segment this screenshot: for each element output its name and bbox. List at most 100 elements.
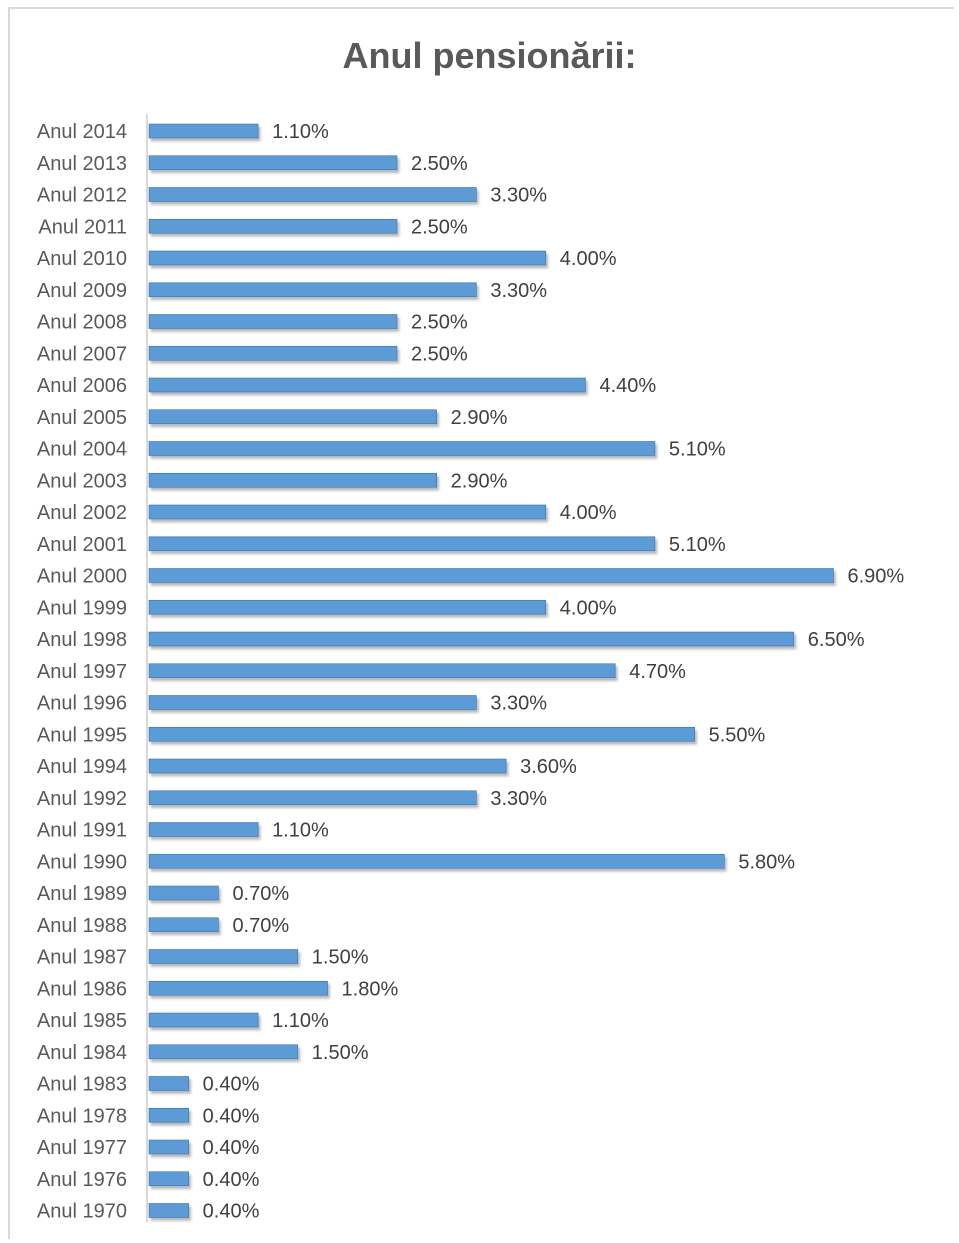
bar-anul-2010 [148, 250, 547, 266]
category-label: Anul 2013 [37, 153, 127, 175]
bar-anul-2007 [148, 345, 398, 361]
bar-anul-1976 [148, 1171, 189, 1187]
category-label: Anul 2000 [37, 566, 127, 588]
category-label: Anul 1985 [37, 1010, 127, 1032]
bar-anul-1996 [148, 695, 477, 710]
data-label: 0.40% [203, 1137, 260, 1159]
category-label: Anul 2002 [37, 502, 127, 524]
category-label: Anul 2005 [37, 407, 127, 429]
data-label: 6.90% [847, 566, 904, 588]
data-label: 2.90% [451, 470, 508, 492]
bar-anul-2011 [148, 218, 398, 234]
data-label: 5.50% [709, 724, 766, 746]
bar-anul-2005 [148, 409, 437, 425]
category-label: Anul 1991 [37, 820, 127, 842]
data-label: 3.30% [490, 280, 547, 302]
category-label: Anul 1977 [37, 1137, 127, 1159]
category-label: Anul 2006 [37, 375, 127, 397]
data-label: 0.40% [203, 1105, 260, 1127]
data-label: 5.80% [738, 851, 795, 873]
bar-anul-2014 [148, 123, 259, 139]
category-label: Anul 1988 [37, 915, 127, 937]
data-label: 1.50% [312, 1042, 369, 1064]
bar-anul-1987 [148, 949, 299, 964]
bar-anul-2008 [148, 314, 398, 329]
bar-anul-1988 [148, 917, 219, 933]
category-label: Anul 1999 [37, 597, 127, 619]
bar-anul-2004 [148, 441, 656, 456]
bar-anul-2001 [148, 536, 656, 552]
category-label: Anul 1997 [37, 661, 127, 683]
data-label: 1.50% [312, 947, 369, 969]
bar-anul-1995 [148, 726, 695, 742]
category-label: Anul 1996 [37, 693, 127, 715]
category-label: Anul 2008 [37, 312, 127, 334]
data-label: 2.90% [451, 407, 508, 429]
data-label: 6.50% [808, 629, 865, 651]
bar-anul-2000 [148, 568, 834, 583]
category-labels: Anul 2014 Anul 2013 Anul 2012 Anul 2011 Anul… [37, 121, 127, 1223]
category-label: Anul 2007 [37, 343, 127, 365]
data-label: 5.10% [669, 439, 726, 461]
bar-anul-1985 [148, 1012, 259, 1028]
data-label: 3.60% [520, 756, 577, 778]
category-label: Anul 1978 [37, 1105, 127, 1127]
category-label: Anul 1989 [37, 883, 127, 905]
data-label: 4.00% [560, 597, 617, 619]
bar-anul-1983 [148, 1076, 189, 1091]
data-label: 1.80% [342, 978, 399, 1000]
data-label: 0.40% [203, 1169, 260, 1191]
bar-anul-1994 [148, 758, 507, 774]
bar-anul-2003 [148, 472, 437, 488]
bar-anul-1990 [148, 853, 725, 869]
data-label: 2.50% [411, 216, 468, 238]
data-label: 5.10% [669, 534, 726, 556]
bar-anul-1977 [148, 1139, 189, 1155]
data-label: 2.50% [411, 312, 468, 334]
bar-anul-1978 [148, 1107, 189, 1123]
category-label: Anul 2014 [37, 121, 127, 143]
data-label: 0.70% [232, 915, 289, 937]
bar-anul-2006 [148, 377, 586, 393]
category-label: Anul 2010 [37, 248, 127, 270]
bar-anul-2002 [148, 504, 547, 520]
category-label: Anul 2003 [37, 470, 127, 492]
bar-anul-1989 [148, 885, 219, 901]
category-label: Anul 1976 [37, 1169, 127, 1191]
data-labels: 1.10% 2.50% 3.30% 2.50% 4.00% 3.30% 2.50% 2.50%… [203, 121, 905, 1223]
category-label: Anul 2004 [37, 439, 127, 461]
category-label: Anul 1987 [37, 947, 127, 969]
category-label: Anul 1970 [37, 1201, 127, 1223]
bar-anul-1991 [148, 822, 259, 837]
bar-anul-1999 [148, 599, 547, 615]
bar-anul-1992 [148, 790, 477, 806]
chart-title: Anul pensionării: [342, 35, 637, 76]
data-label: 1.10% [272, 1010, 329, 1032]
data-label: 4.40% [599, 375, 656, 397]
data-label: 2.50% [411, 153, 468, 175]
category-label: Anul 1992 [37, 788, 127, 810]
data-label: 1.10% [272, 820, 329, 842]
data-label: 2.50% [411, 343, 468, 365]
category-label: Anul 1998 [37, 629, 127, 651]
bar-anul-1986 [148, 980, 328, 996]
bars-group [148, 123, 834, 1218]
bar-anul-1998 [148, 631, 795, 647]
data-label: 0.40% [203, 1074, 260, 1096]
data-label: 4.00% [560, 248, 617, 270]
bar-anul-2012 [148, 187, 477, 202]
category-label: Anul 1995 [37, 724, 127, 746]
category-label: Anul 2012 [37, 185, 127, 207]
data-label: 3.30% [490, 788, 547, 810]
category-label: Anul 1983 [37, 1074, 127, 1096]
category-label: Anul 1994 [37, 756, 127, 778]
bar-anul-1970 [148, 1203, 189, 1218]
chart-frame [8, 7, 954, 1239]
category-label: Anul 1990 [37, 851, 127, 873]
category-label: Anul 1984 [37, 1042, 127, 1064]
data-label: 4.70% [629, 661, 686, 683]
bar-anul-1984 [148, 1044, 299, 1060]
category-label: Anul 2009 [37, 280, 127, 302]
data-label: 4.00% [560, 502, 617, 524]
